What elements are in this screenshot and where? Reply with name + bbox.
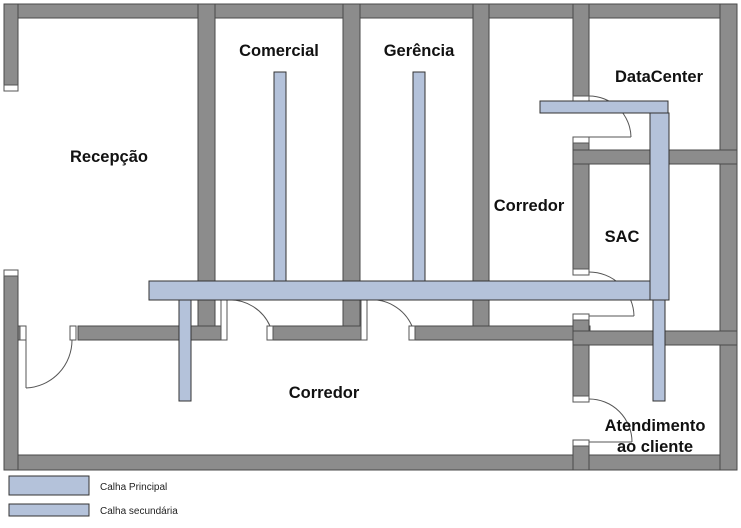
door-jamb-datacenter-b — [572, 136, 590, 144]
room-label-gerencia: Gerência — [384, 42, 455, 60]
calha-principal-horizontal — [148, 280, 670, 301]
room-label-corredor-principal: Corredor — [289, 384, 360, 402]
room-labels: Recepção Comercial Gerência Corredor Dat… — [70, 42, 705, 456]
door-jamb-comercial-r — [266, 325, 274, 341]
calha-secundaria-atendimento — [652, 299, 666, 402]
room-label-atendimento-2: ao cliente — [617, 438, 693, 456]
wall-outer-right — [719, 3, 738, 471]
door-swing-atendimento — [588, 398, 633, 443]
wall-corridor-top-c — [414, 325, 591, 341]
legend-label-secundaria: Calha secundária — [100, 506, 178, 517]
door-jamb-comercial-l — [220, 299, 228, 341]
room-label-atendimento-1: Atendimento — [605, 417, 706, 435]
calha-secundaria-gerencia — [412, 71, 426, 283]
door-jamb-sac-t — [572, 268, 590, 276]
calha-secundaria-comercial — [273, 71, 287, 283]
door-jamb-entrance-l — [19, 325, 27, 341]
door-jamb-atendimento-b — [572, 439, 590, 447]
cable-trays — [148, 71, 670, 402]
door-swing-gerencia — [366, 299, 413, 327]
door-jamb-sac-b — [572, 313, 590, 321]
door-swing-entrance — [25, 339, 73, 389]
wall-outer-left-lower — [3, 275, 19, 471]
room-label-recepcao: Recepção — [70, 148, 148, 166]
wall-corridor-top-a — [77, 325, 222, 341]
legend: Calha Principal Calha secundária — [8, 475, 178, 517]
room-label-datacenter: DataCenter — [615, 68, 704, 86]
wall-outer-top — [3, 3, 738, 19]
legend-label-principal: Calha Principal — [100, 482, 167, 493]
door-jamb-gerencia-l — [360, 299, 368, 341]
calha-principal-vertical — [649, 112, 670, 301]
room-label-sac: SAC — [605, 228, 640, 246]
door-swing-comercial — [226, 299, 271, 327]
room-label-comercial: Comercial — [239, 42, 319, 60]
door-jamb-gerencia-r — [408, 325, 416, 341]
calha-secundaria-corredor — [178, 295, 192, 402]
wall-outer-left-upper — [3, 3, 19, 86]
legend-swatch-principal — [8, 475, 90, 496]
wall-right-block-1 — [572, 3, 590, 97]
window-left-top — [3, 84, 19, 92]
calha-secundaria-datacenter — [539, 100, 669, 114]
door-jamb-entrance-r — [69, 325, 77, 341]
wall-corridor-top-b — [272, 325, 362, 341]
window-left-bottom — [3, 269, 19, 277]
wall-outer-bottom — [3, 454, 738, 471]
legend-swatch-secundaria — [8, 503, 90, 517]
room-label-corredor-vertical: Corredor — [494, 197, 565, 215]
door-jamb-atendimento-t — [572, 395, 590, 403]
